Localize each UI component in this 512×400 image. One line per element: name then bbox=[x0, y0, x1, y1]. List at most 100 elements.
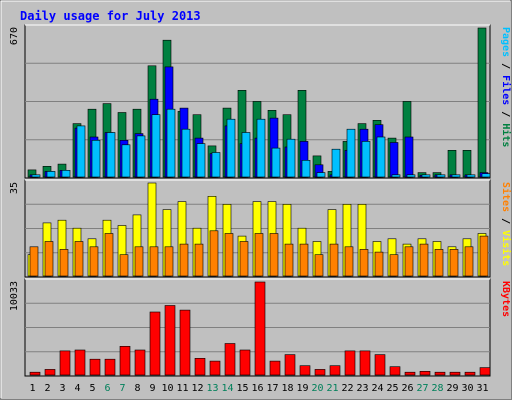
y-max-label: 670 bbox=[9, 27, 20, 45]
bar-kbytes-day-16 bbox=[254, 281, 266, 376]
x-tick-label: 24 bbox=[371, 383, 383, 394]
bar-pages-day-28 bbox=[436, 174, 446, 178]
x-tick-label: 21 bbox=[326, 383, 338, 394]
bar-sites-day-23 bbox=[359, 249, 369, 277]
right-legend-label: Sites / Visits bbox=[500, 182, 512, 266]
bar-pages-day-2 bbox=[46, 171, 56, 178]
bar-pages-day-10 bbox=[166, 108, 176, 178]
bar-pages-day-15 bbox=[241, 132, 251, 178]
bar-pages-day-31 bbox=[481, 173, 491, 178]
bar-kbytes-day-2 bbox=[44, 369, 56, 376]
bar-sites-day-13 bbox=[209, 230, 219, 277]
x-tick-label: 22 bbox=[341, 383, 353, 394]
bar-sites-day-11 bbox=[179, 243, 189, 277]
bar-kbytes-day-12 bbox=[194, 357, 206, 376]
x-tick-label: 26 bbox=[401, 383, 413, 394]
bar-kbytes-day-10 bbox=[164, 305, 176, 376]
x-tick-label: 9 bbox=[149, 383, 155, 394]
bar-pages-day-14 bbox=[226, 118, 236, 178]
bar-sites-day-1 bbox=[29, 246, 39, 277]
bar-kbytes-day-29 bbox=[449, 371, 461, 376]
bar-kbytes-day-9 bbox=[149, 311, 161, 376]
bar-pages-day-24 bbox=[376, 136, 386, 178]
bar-pages-day-12 bbox=[196, 143, 206, 178]
bar-kbytes-day-26 bbox=[404, 371, 416, 376]
legend-part: Hits bbox=[500, 123, 512, 147]
right-legend-label: KBytes bbox=[500, 281, 511, 317]
bar-pages-day-23 bbox=[361, 141, 371, 178]
x-tick-label: 23 bbox=[356, 383, 368, 394]
bar-kbytes-day-15 bbox=[239, 349, 251, 376]
x-tick-label: 1 bbox=[29, 383, 35, 394]
bar-kbytes-day-27 bbox=[419, 370, 431, 376]
bar-sites-day-6 bbox=[104, 233, 114, 277]
x-tick-label: 13 bbox=[206, 383, 218, 394]
bar-sites-day-26 bbox=[404, 246, 414, 277]
bar-pages-day-17 bbox=[271, 147, 281, 178]
bar-pages-day-19 bbox=[301, 160, 311, 178]
bar-kbytes-day-18 bbox=[284, 354, 296, 376]
bar-kbytes-day-7 bbox=[119, 345, 131, 376]
bar-hits-day-29 bbox=[447, 150, 457, 178]
x-tick-label: 19 bbox=[296, 383, 308, 394]
bar-pages-day-21 bbox=[331, 148, 341, 178]
legend-part: Sites bbox=[500, 182, 512, 212]
bar-kbytes-day-3 bbox=[59, 350, 71, 376]
bar-sites-day-4 bbox=[74, 241, 84, 277]
bar-sites-day-28 bbox=[434, 249, 444, 277]
x-tick-label: 20 bbox=[311, 383, 323, 394]
x-tick-label: 8 bbox=[134, 383, 140, 394]
bar-sites-day-20 bbox=[314, 254, 324, 277]
bar-sites-day-17 bbox=[269, 233, 279, 277]
x-tick-label: 6 bbox=[104, 383, 110, 394]
bar-files-day-26 bbox=[404, 136, 414, 178]
bar-sites-day-19 bbox=[299, 243, 309, 277]
bar-kbytes-day-14 bbox=[224, 343, 236, 376]
bar-sites-day-10 bbox=[164, 246, 174, 277]
x-tick-label: 14 bbox=[221, 383, 233, 394]
bar-sites-day-21 bbox=[329, 243, 339, 277]
bar-sites-day-22 bbox=[344, 246, 354, 277]
bar-kbytes-day-25 bbox=[389, 366, 401, 376]
bar-kbytes-day-1 bbox=[29, 371, 41, 376]
bar-sites-day-24 bbox=[374, 251, 384, 277]
x-tick-label: 15 bbox=[236, 383, 248, 394]
bar-pages-day-16 bbox=[256, 118, 266, 178]
x-tick-label: 2 bbox=[44, 383, 50, 394]
bar-sites-day-2 bbox=[44, 241, 54, 277]
bar-files-day-25 bbox=[389, 142, 399, 178]
x-tick-label: 11 bbox=[176, 383, 188, 394]
bar-kbytes-day-28 bbox=[434, 371, 446, 376]
bar-pages-day-29 bbox=[451, 174, 461, 178]
x-tick-label: 16 bbox=[251, 383, 263, 394]
bar-pages-day-3 bbox=[61, 170, 71, 178]
x-tick-label: 5 bbox=[89, 383, 95, 394]
bar-sites-day-3 bbox=[59, 249, 69, 277]
bar-kbytes-day-31 bbox=[479, 367, 491, 376]
x-tick-label: 4 bbox=[74, 383, 80, 394]
bar-kbytes-day-11 bbox=[179, 309, 191, 376]
bar-pages-day-5 bbox=[91, 140, 101, 178]
bar-hits-day-31 bbox=[477, 27, 487, 178]
bar-kbytes-day-20 bbox=[314, 369, 326, 376]
legend-part: Pages bbox=[500, 27, 511, 57]
chart-title: Daily usage for July 2013 bbox=[20, 9, 201, 23]
bar-pages-day-9 bbox=[151, 114, 161, 178]
legend-part: / bbox=[500, 212, 511, 230]
x-tick-label: 10 bbox=[161, 383, 173, 394]
bar-kbytes-day-5 bbox=[89, 358, 101, 376]
panel-visits-sites: 35 Sites / Visits bbox=[9, 179, 512, 278]
x-tick-label: 27 bbox=[416, 383, 428, 394]
bar-sites-day-29 bbox=[449, 249, 459, 277]
bar-sites-day-25 bbox=[389, 254, 399, 277]
panel-hits-files-pages: 670 Pages / Files / Hits bbox=[9, 24, 512, 179]
bar-sites-day-27 bbox=[419, 243, 429, 277]
x-tick-label: 18 bbox=[281, 383, 293, 394]
panel-kbytes: 10033 KBytes bbox=[9, 278, 511, 377]
x-tick-label: 25 bbox=[386, 383, 398, 394]
bar-pages-day-11 bbox=[181, 128, 191, 178]
bar-kbytes-day-19 bbox=[299, 365, 311, 376]
bar-pages-day-8 bbox=[136, 135, 146, 178]
bar-pages-day-4 bbox=[76, 125, 86, 178]
